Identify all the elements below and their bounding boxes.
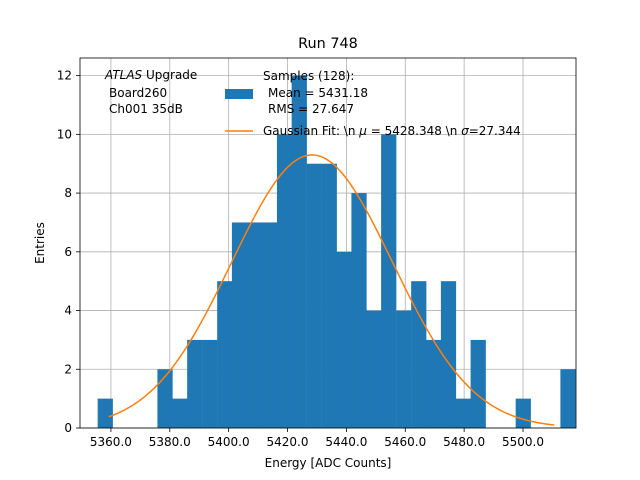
chart-title: Run 748 bbox=[298, 36, 358, 52]
y-tick-label-6: 12 bbox=[57, 69, 72, 83]
histogram-bar-1 bbox=[157, 369, 173, 428]
upgrade-word: Upgrade bbox=[142, 68, 197, 82]
histogram-bar-19 bbox=[425, 339, 442, 428]
histogram-bar-12 bbox=[321, 163, 337, 428]
y-tick-label-1: 2 bbox=[64, 362, 72, 376]
y-tick-label-0: 0 bbox=[64, 421, 72, 435]
x-axis-label: Energy [ADC Counts] bbox=[265, 456, 392, 470]
atlas-word: ATLAS bbox=[104, 68, 143, 82]
histogram-bar-2 bbox=[172, 398, 188, 428]
legend: Samples (128): Mean = 5431.18 RMS = 27.6… bbox=[225, 69, 521, 138]
histogram-bar-8 bbox=[261, 222, 278, 428]
histogram-bar-23 bbox=[515, 398, 531, 428]
legend-fit-mu-symbol: μ bbox=[358, 124, 367, 138]
legend-hist-swatch bbox=[225, 89, 253, 99]
x-tick-label-3: 5420.0 bbox=[267, 435, 309, 449]
legend-hist-line2: Mean = 5431.18 bbox=[268, 86, 368, 100]
atlas-annotation: ATLAS Upgrade Board260 Ch001 35dB bbox=[104, 68, 197, 116]
legend-hist-line1: Samples (128): bbox=[263, 69, 354, 83]
gaussian-fit-curve bbox=[108, 154, 555, 426]
board-label: Board260 bbox=[109, 86, 167, 100]
legend-hist-line3: RMS = 27.647 bbox=[268, 102, 354, 116]
y-tick-label-5: 10 bbox=[57, 127, 72, 141]
histogram-bar-5 bbox=[217, 281, 233, 428]
histogram-bar-24 bbox=[560, 369, 576, 428]
y-axis-label: Entries bbox=[33, 222, 47, 264]
histogram-bar-18 bbox=[411, 281, 427, 428]
histogram-bar-6 bbox=[231, 222, 248, 428]
y-axis-ticks: 0 2 4 6 8 10 12 bbox=[57, 69, 80, 435]
y-tick-label-3: 6 bbox=[64, 245, 72, 259]
legend-fit-prefix: Gaussian Fit: \n bbox=[263, 124, 359, 138]
atlas-label: ATLAS Upgrade bbox=[104, 68, 197, 82]
histogram-bar-10 bbox=[291, 75, 307, 428]
histogram-bar-21 bbox=[455, 398, 472, 428]
histogram-bar-16 bbox=[381, 134, 397, 428]
histogram-bar-13 bbox=[336, 251, 352, 428]
y-tick-label-4: 8 bbox=[64, 186, 72, 200]
histogram-bar-7 bbox=[246, 222, 263, 428]
histogram-bar-4 bbox=[202, 339, 218, 428]
histogram-bar-20 bbox=[440, 281, 457, 428]
histogram-bar-3 bbox=[187, 339, 203, 428]
histogram-bars bbox=[97, 75, 576, 428]
legend-fit-sigma-value: =27.344 bbox=[469, 124, 521, 138]
legend-fit-mu-value: = 5428.348 \n bbox=[367, 124, 461, 138]
plot-frame bbox=[79, 57, 577, 429]
histogram-bar-11 bbox=[306, 163, 322, 428]
x-tick-label-1: 5380.0 bbox=[149, 435, 191, 449]
x-tick-label-7: 5500.0 bbox=[502, 435, 544, 449]
channel-label: Ch001 35dB bbox=[109, 102, 183, 116]
histogram-bar-15 bbox=[366, 310, 382, 428]
histogram-bar-9 bbox=[276, 134, 293, 428]
x-tick-label-4: 5440.0 bbox=[325, 435, 367, 449]
histogram-bar-17 bbox=[396, 310, 412, 428]
x-tick-label-5: 5460.0 bbox=[384, 435, 426, 449]
x-tick-label-0: 5360.0 bbox=[90, 435, 132, 449]
legend-fit-label: Gaussian Fit: \n μ = 5428.348 \n σ=27.34… bbox=[263, 124, 521, 138]
histogram-bar-0 bbox=[97, 398, 113, 428]
x-axis-ticks: 5360.0 5380.0 5400.0 5420.0 5440.0 5460.0 5480… bbox=[90, 428, 544, 449]
x-tick-label-2: 5400.0 bbox=[208, 435, 250, 449]
histogram-bar-14 bbox=[351, 193, 367, 428]
histogram-bar-22 bbox=[470, 339, 486, 428]
x-tick-label-6: 5480.0 bbox=[443, 435, 485, 449]
y-tick-label-2: 4 bbox=[64, 304, 72, 318]
legend-fit-sigma-symbol: σ bbox=[461, 124, 469, 138]
